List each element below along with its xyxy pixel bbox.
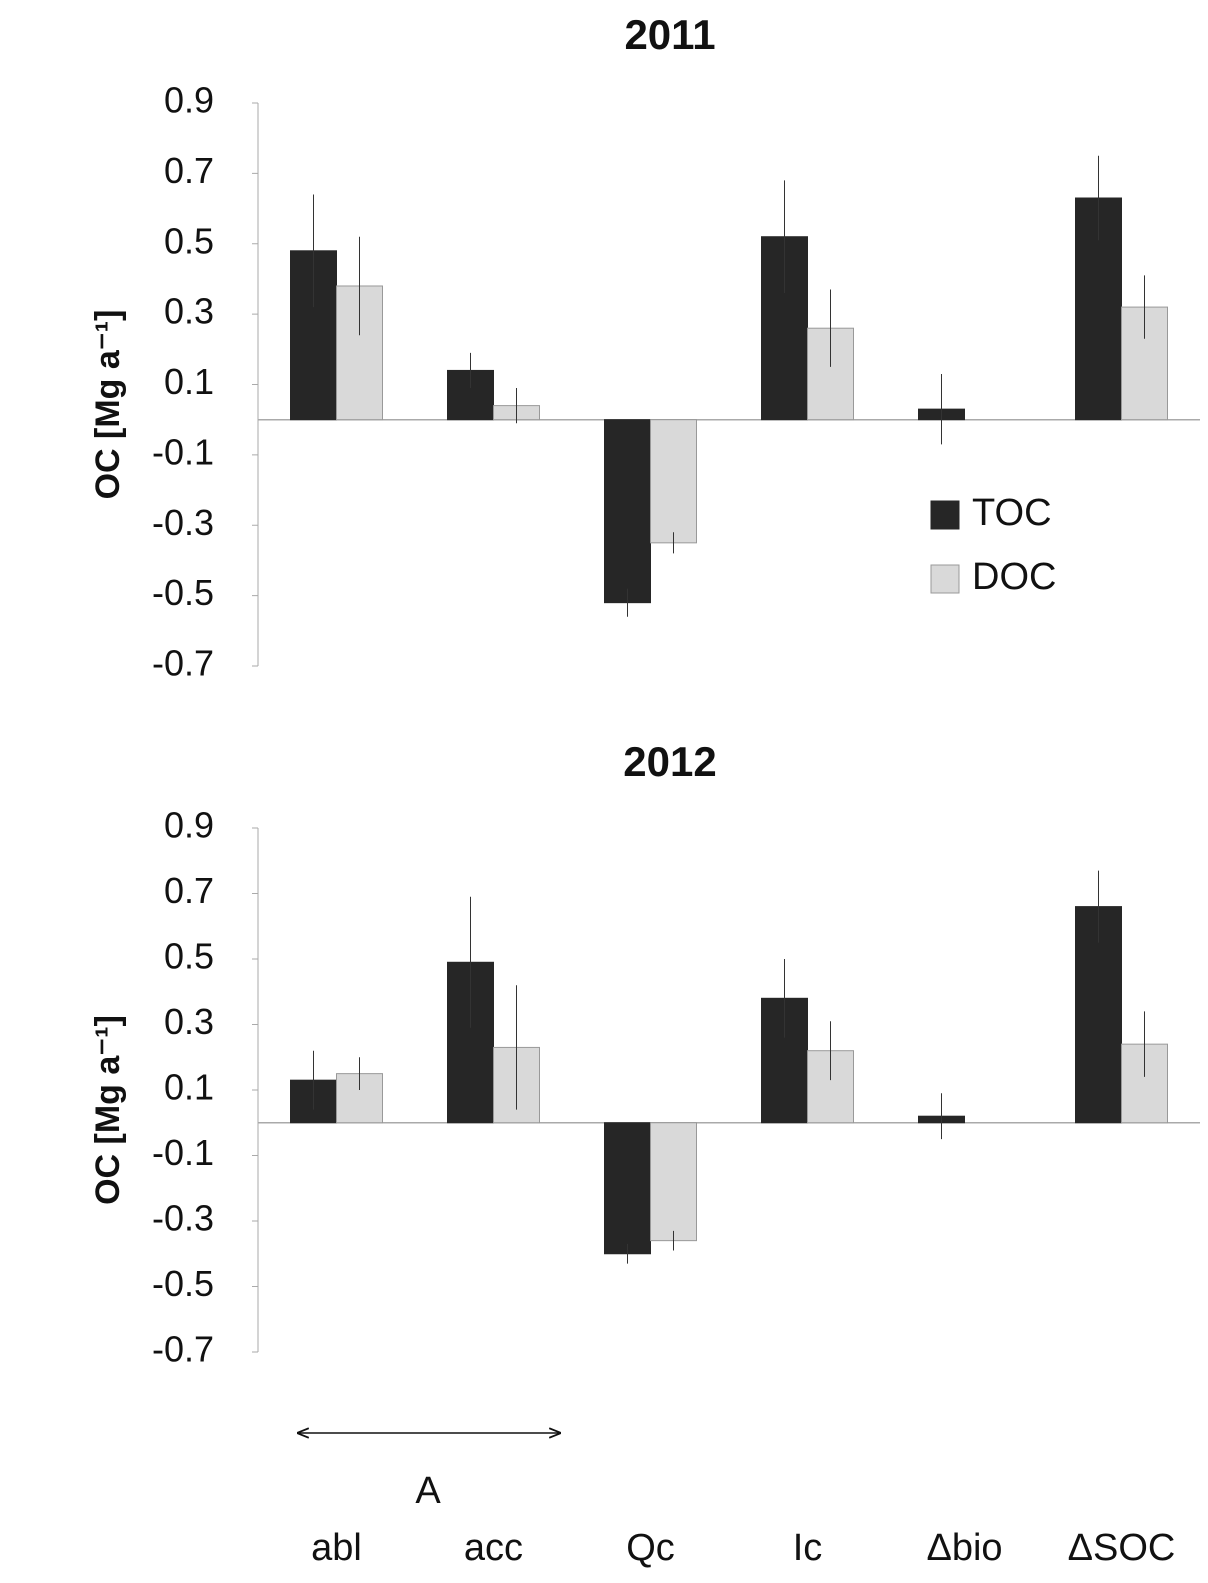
y-tick-label: -0.3 xyxy=(152,1198,214,1239)
y-tick-label: -0.1 xyxy=(152,1132,214,1173)
bar xyxy=(447,369,494,421)
y-tick-label: 0.3 xyxy=(164,291,214,332)
legend-swatch xyxy=(930,500,960,530)
bar xyxy=(650,1122,697,1242)
y-tick-label: -0.1 xyxy=(152,431,214,472)
y-tick-label: -0.7 xyxy=(152,1329,214,1370)
y-axis-label: OC [Mg a⁻¹] xyxy=(89,310,127,500)
x-tick-label: Ic xyxy=(793,1527,823,1569)
y-tick-label: 0.9 xyxy=(164,805,214,846)
x-tick-label: ΔSOC xyxy=(1068,1527,1176,1569)
y-tick-label: 0.3 xyxy=(164,1001,214,1042)
y-tick-label: 0.5 xyxy=(164,220,214,261)
y-tick-label: 0.1 xyxy=(164,361,214,402)
annotation: A xyxy=(415,1470,441,1512)
y-tick-label: 0.7 xyxy=(164,870,214,911)
bar xyxy=(604,419,651,604)
legend-swatch xyxy=(930,564,960,594)
y-tick-label: 0.5 xyxy=(164,936,214,977)
y-tick-label: -0.3 xyxy=(152,502,214,543)
legend-label: DOC xyxy=(972,556,1056,598)
y-tick-label: -0.5 xyxy=(152,1263,214,1304)
x-tick-label: abl xyxy=(311,1527,362,1569)
y-axis-label: OC [Mg a⁻¹] xyxy=(89,1015,127,1205)
y-tick-label: 0.1 xyxy=(164,1067,214,1108)
y-tick-label: -0.5 xyxy=(152,572,214,613)
x-tick-label: Δbio xyxy=(926,1527,1002,1569)
x-tick-label: acc xyxy=(464,1527,523,1569)
legend-label: TOC xyxy=(972,492,1052,534)
chart-title: 2012 xyxy=(623,738,716,785)
chart-title: 2011 xyxy=(624,11,715,58)
bar xyxy=(604,1122,651,1255)
y-tick-label: -0.7 xyxy=(152,643,214,684)
bar xyxy=(650,419,697,544)
y-tick-label: 0.9 xyxy=(164,80,214,121)
y-tick-label: 0.7 xyxy=(164,150,214,191)
x-tick-label: Qc xyxy=(626,1527,675,1569)
